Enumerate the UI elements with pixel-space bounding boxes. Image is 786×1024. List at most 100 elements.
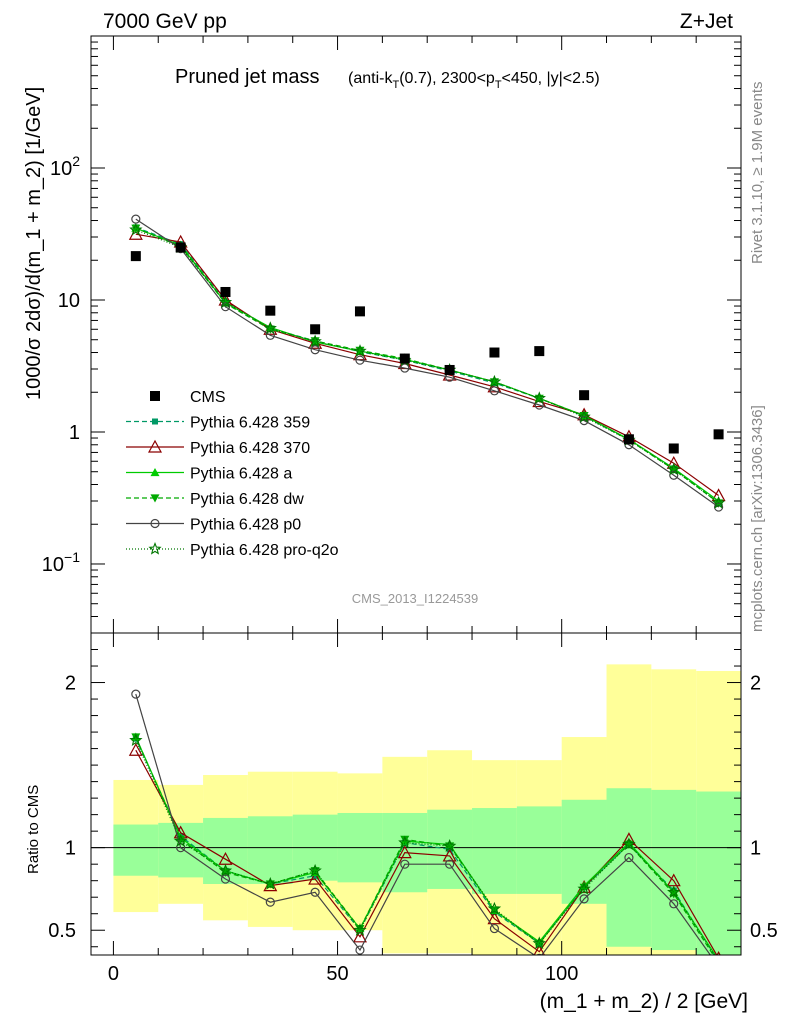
point-series-3 [265, 325, 275, 334]
point-series-5 [129, 222, 143, 236]
cms-data-point [265, 305, 276, 316]
point-series-4 [400, 363, 410, 373]
ratio-point-series-5 [129, 733, 143, 747]
point-series-3 [131, 224, 141, 233]
ratio-line-series-1 [135, 749, 718, 955]
main-clipped-group [128, 214, 726, 512]
point-series-4 [489, 386, 500, 396]
cms-data-point [220, 286, 231, 297]
legend-label-cms: CMS [190, 389, 226, 406]
ratio-point-series-0 [716, 959, 722, 965]
point-series-5 [712, 495, 726, 509]
ratio-y-axis-label: Ratio to CMS [25, 785, 42, 874]
cms-data-point [310, 324, 321, 335]
ratio-band-inner [651, 789, 697, 951]
line-series-4 [135, 218, 719, 508]
ratio-point-series-4 [489, 923, 500, 934]
legend-marker-3 [150, 494, 160, 503]
ratio-band-inner [113, 824, 159, 876]
ratio-point-series-3 [400, 835, 410, 844]
ratio-point-series-4 [579, 894, 589, 904]
point-series-3 [220, 299, 230, 309]
ratio-plot-frame [90, 632, 742, 956]
main-plot-content [128, 214, 726, 512]
ratio-point-series-4 [265, 897, 275, 907]
process-label: Z+Jet [680, 10, 733, 33]
ratio-point-series-3 [355, 924, 365, 934]
ratio-band-inner [472, 808, 517, 894]
cms-data-point [399, 353, 410, 364]
ratio-point-series-1 [397, 845, 412, 859]
ratio-y-tick-label-right: 1 [750, 838, 761, 860]
legend-label-2: Pythia 6.428 a [190, 466, 292, 483]
point-series-5 [577, 409, 591, 423]
cms-data-point [489, 347, 500, 358]
ratio-point-series-5 [398, 835, 412, 849]
point-series-4 [579, 415, 589, 426]
ratio-point-series-1 [442, 848, 457, 862]
x-tick-label: 50 [326, 963, 348, 985]
main-panel: 10−1 1 10 102 Pruned jet mass (anti-kT(0.7)… [42, 35, 742, 634]
ratio-point-series-4 [445, 859, 455, 869]
cms-data-point [444, 364, 455, 375]
ratio-point-series-4 [355, 945, 365, 955]
ratio-y-tick-label-right: 2 [750, 673, 761, 695]
analysis-tag: CMS_2013_I1224539 [352, 591, 479, 606]
ratio-point-series-5 [443, 838, 457, 852]
legend: CMS Pythia 6.428 359 Pythia 6.428 370 Pythi… [126, 389, 339, 559]
cms-data-point [175, 242, 186, 253]
ratio-point-series-5 [487, 901, 502, 915]
ratio-point-series-4 [131, 689, 141, 699]
line-series-1 [135, 233, 719, 496]
point-series-5 [308, 334, 322, 348]
ratio-plot-content [91, 664, 741, 971]
legend-marker-1 [147, 439, 163, 453]
ratio-point-series-1 [533, 944, 546, 955]
ratio-point-series-5 [353, 923, 367, 936]
cms-data-point [579, 390, 590, 401]
ratio-y-tick-label-right: 0.5 [750, 920, 778, 942]
ratio-axes: 0 50 100 0.5 0.5 1 1 2 2 [48, 633, 778, 985]
ratio-band-inner [696, 791, 741, 955]
y-tick-label: 10 [58, 290, 80, 312]
point-series-5 [667, 462, 681, 476]
ratio-band-inner [516, 806, 562, 894]
ratio-clipped-group [91, 664, 741, 971]
point-series-5 [487, 374, 502, 388]
point-series-4 [220, 302, 231, 312]
ratio-point-series-5 [718, 954, 719, 955]
x-tick-label: 0 [108, 963, 119, 985]
collision-label: 7000 GeV pp [103, 10, 227, 33]
rivet-version-label: Rivet 3.1.10, ≥ 1.9M events [749, 82, 766, 265]
ratio-y-tick-label: 1 [65, 838, 76, 860]
ratio-point-series-3 [579, 883, 589, 892]
point-series-5 [353, 344, 367, 357]
ratio-point-series-3 [131, 733, 141, 742]
mcplots-label: mcplots.cern.ch [arXiv:1306.3436] [749, 405, 766, 632]
legend-marker-5 [148, 541, 162, 555]
x-axis-label: (m_1 + m_2) / 2 [GeV] [540, 990, 748, 1013]
legend-marker-4 [150, 518, 160, 529]
ratio-point-series-4 [310, 887, 320, 897]
ratio-band-inner [158, 822, 204, 878]
ratio-point-series-4 [715, 963, 723, 971]
ratio-point-series-5 [173, 834, 188, 847]
ratio-point-series-4 [220, 874, 231, 884]
ratio-point-series-4 [400, 859, 410, 869]
legend-marker-2 [150, 468, 160, 477]
ratio-point-series-5 [622, 837, 636, 850]
main-plot-frame [90, 35, 742, 634]
y-tick-label: 1 [69, 422, 80, 444]
x-tick-label: 100 [545, 963, 578, 985]
cms-data-point [668, 443, 679, 454]
cms-data-point [130, 251, 141, 262]
ratio-band-inner [606, 788, 652, 947]
ratio-point-series-4 [669, 899, 679, 909]
legend-label-3: Pythia 6.428 dw [190, 491, 304, 508]
y-tick-label: 102 [50, 153, 80, 180]
legend-marker-cms [150, 391, 160, 401]
ratio-point-series-3 [714, 960, 723, 968]
ratio-line-series-4 [135, 693, 712, 955]
legend-label-1: Pythia 6.428 370 [190, 440, 310, 457]
